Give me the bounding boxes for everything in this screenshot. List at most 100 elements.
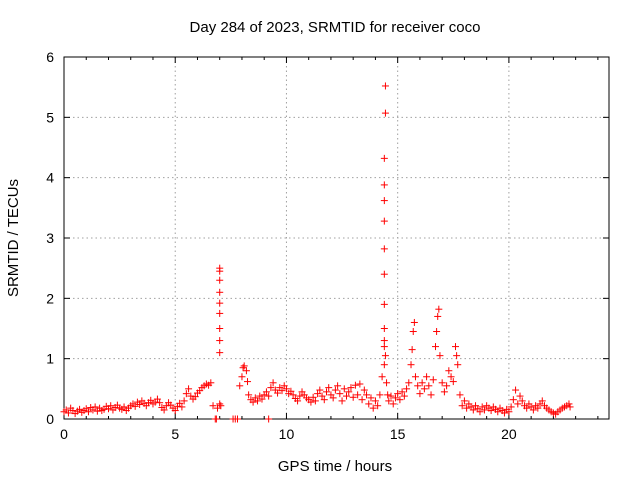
data-point <box>147 396 155 404</box>
y-tick-label: 1 <box>46 351 54 367</box>
tick-labels: 0 5 10 15 20 0 1 2 3 4 5 6 <box>46 49 517 442</box>
data-point <box>438 379 446 387</box>
data-point <box>518 397 526 405</box>
data-point <box>336 390 344 398</box>
data-point <box>380 337 388 345</box>
data-point <box>433 328 441 336</box>
y-tick-label: 6 <box>46 49 54 65</box>
data-point <box>380 181 388 189</box>
data-point <box>311 397 319 405</box>
data-point <box>91 403 99 411</box>
data-point <box>244 378 252 386</box>
x-tick-label: 15 <box>390 426 406 442</box>
data-point <box>360 386 368 394</box>
data-point <box>469 406 477 414</box>
data-point <box>381 109 389 117</box>
data-point <box>262 388 270 396</box>
data-point <box>180 397 188 405</box>
data-point <box>431 343 439 351</box>
data-point <box>216 400 224 408</box>
data-point <box>449 378 457 386</box>
data-point <box>171 407 179 415</box>
data-point <box>411 373 419 381</box>
data-point <box>494 408 502 416</box>
data-point <box>216 349 224 357</box>
data-point <box>320 396 328 404</box>
data-point <box>234 415 242 423</box>
data-point <box>182 390 190 398</box>
data-point <box>452 343 460 351</box>
data-point <box>381 352 389 360</box>
data-point <box>463 404 471 412</box>
data-point <box>476 408 484 416</box>
data-point <box>107 402 115 410</box>
data-point <box>453 352 461 360</box>
data-point <box>331 386 339 394</box>
data-point <box>216 276 224 284</box>
data-point <box>445 367 453 375</box>
y-tick-label: 3 <box>46 230 54 246</box>
data-point <box>480 406 488 414</box>
data-point <box>309 393 317 401</box>
data-point <box>389 400 397 408</box>
data-point <box>380 325 388 332</box>
data-point <box>380 361 388 369</box>
data-point <box>416 390 424 398</box>
data-point <box>338 397 346 405</box>
data-point <box>347 384 355 392</box>
data-point <box>84 408 92 416</box>
data-point <box>178 403 186 411</box>
y-tick-label: 0 <box>46 411 54 427</box>
data-point <box>566 403 574 411</box>
data-point <box>380 197 388 205</box>
x-tick-label: 5 <box>171 426 179 442</box>
x-axis-label: GPS time / hours <box>278 458 392 475</box>
data-point <box>289 391 297 399</box>
data-point <box>349 393 357 401</box>
x-tick-label: 20 <box>501 426 517 442</box>
data-point <box>436 352 444 360</box>
data-point <box>254 397 262 405</box>
data-point <box>216 288 224 296</box>
data-point <box>216 325 224 332</box>
data-point <box>345 388 353 396</box>
data-point <box>314 390 322 398</box>
data-point <box>343 392 351 400</box>
data-point <box>400 392 408 400</box>
data-point <box>278 387 286 395</box>
data-point <box>371 397 379 405</box>
x-tick-label: 0 <box>60 426 68 442</box>
data-point <box>351 381 359 389</box>
data-point <box>334 382 342 390</box>
data-point <box>407 361 415 369</box>
data-point <box>380 300 388 308</box>
data-point <box>249 398 257 406</box>
data-point <box>160 406 168 414</box>
data-point <box>209 402 217 410</box>
data-point <box>239 364 247 372</box>
data-point <box>245 391 253 399</box>
data-point <box>216 299 224 307</box>
data-point <box>414 382 422 390</box>
data-point <box>387 392 395 400</box>
data-point <box>296 392 304 400</box>
data-point <box>156 399 164 407</box>
data-point <box>440 388 448 396</box>
y-tick-label: 2 <box>46 290 54 306</box>
data-point <box>191 393 199 401</box>
data-point <box>216 309 224 317</box>
data-point <box>505 408 513 416</box>
data-point <box>420 385 428 393</box>
data-point <box>356 380 364 388</box>
data-point <box>240 362 248 370</box>
data-point <box>64 409 72 417</box>
data-point <box>381 82 389 90</box>
data-point <box>369 404 377 412</box>
data-point <box>383 379 391 387</box>
data-point <box>403 385 411 393</box>
data-point <box>454 361 462 369</box>
data-point <box>500 409 508 417</box>
data-point <box>318 392 326 400</box>
data-point <box>322 388 330 396</box>
